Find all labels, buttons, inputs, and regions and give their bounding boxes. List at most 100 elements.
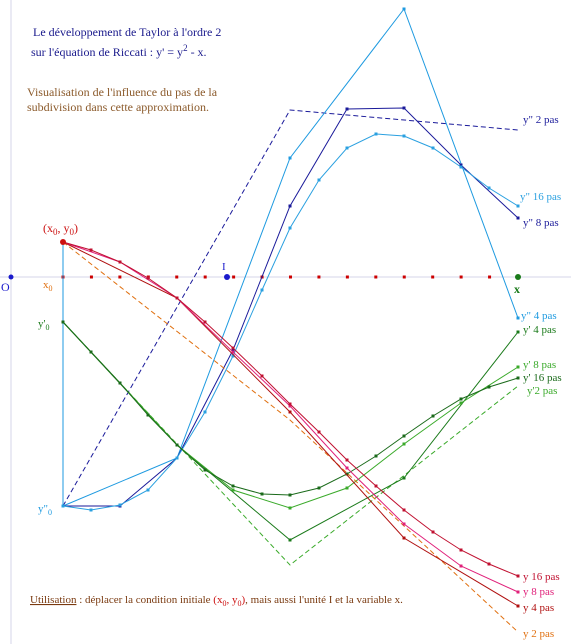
label-ypp-16: y" 16 pas: [520, 191, 561, 203]
yp-16-curve-node: [459, 397, 463, 401]
y-4-curve-node: [516, 604, 520, 608]
label-yp-4: y' 4 pas: [523, 324, 556, 336]
y-16-curve-node: [345, 458, 349, 462]
y-16-curve-node: [317, 430, 321, 434]
y-8-curve-node: [345, 466, 349, 470]
ypp-8-curve-node: [345, 107, 349, 111]
ypp-16-curve-node: [317, 178, 321, 182]
y-16-curve-node: [374, 484, 378, 488]
yp-8-curve-node: [231, 488, 235, 492]
ypp-16-curve-node: [175, 456, 179, 460]
ypp-16-curve-node: [146, 488, 150, 492]
yp-16-curve-node: [260, 492, 264, 496]
label-y-4: y 4 pas: [523, 602, 554, 614]
y-8-curve-node: [402, 522, 406, 526]
origin-point: [8, 274, 14, 280]
title-line-2: sur l'équation de Riccati : y' = y2 - x.: [31, 43, 207, 59]
ypp-8-curve-node: [402, 106, 406, 110]
ypp-16-curve-node: [203, 410, 207, 414]
y-8-curve-node: [288, 404, 292, 408]
x-axis-tick: [374, 275, 378, 279]
yp-16-curve-node: [317, 486, 321, 490]
yp-16-curve-node: [487, 385, 491, 389]
initial-condition-point[interactable]: [60, 239, 66, 245]
yp-16-curve-node: [288, 493, 292, 497]
ypp-16-curve-node: [431, 146, 435, 150]
y-16-curve-node: [89, 248, 93, 252]
ypp-16-curve-node: [345, 146, 349, 150]
y-16-curve-node: [175, 296, 179, 300]
ypp-16-curve-node: [118, 503, 122, 507]
x-variable-label: x: [514, 282, 520, 296]
y-8-curve-node: [231, 350, 235, 354]
x-axis-tick: [488, 275, 492, 279]
x-axis-tick: [317, 275, 321, 279]
yp-8-curve-node: [402, 442, 406, 446]
yp-16-curve-node: [89, 350, 93, 354]
x-axis-tick: [232, 275, 236, 279]
x-axis-tick: [89, 275, 93, 279]
ypp-4-curve: [62, 7, 519, 507]
label-ypp-2: y" 2 pas: [523, 114, 559, 126]
label-y-16: y 16 pas: [523, 571, 560, 583]
usage-instructions: Utilisation : déplacer la condition init…: [30, 594, 403, 608]
yp-16-curve-node: [402, 434, 406, 438]
x-axis-tick: [118, 275, 122, 279]
ypp-8-curve-node: [288, 204, 292, 208]
yp-4-curve-node: [402, 476, 406, 480]
label-y-8: y 8 pas: [523, 586, 554, 598]
yp-16-curve: [62, 321, 519, 496]
origin-label: O: [1, 280, 10, 294]
x-variable-point[interactable]: [515, 274, 521, 280]
ypp-16-curve-node: [260, 288, 264, 292]
yp-16-curve-node: [345, 472, 349, 476]
yp-16-curve-node: [175, 443, 179, 447]
yp-16-curve-node: [146, 413, 150, 417]
y0-prime-label: y'0: [38, 318, 49, 332]
y-16-curve-node: [402, 508, 406, 512]
subtitle-line-1: Visualisation de l'influence du pas de l…: [27, 85, 218, 99]
y-16-curve-node: [288, 402, 292, 406]
yp-16-curve-node: [374, 454, 378, 458]
x-axis-tick: [459, 275, 463, 279]
y-4-curve-node: [288, 410, 292, 414]
label-yp-8: y' 8 pas: [523, 359, 556, 371]
x-axis-tick: [175, 275, 179, 279]
y-4-curve: [62, 241, 519, 607]
ypp-8-curve-node: [231, 348, 235, 352]
x-axis-tick: [402, 275, 406, 279]
ypp-16-curve-node: [516, 204, 520, 208]
yp-16-curve-node: [231, 484, 235, 488]
yp-16-curve-node: [431, 414, 435, 418]
y0-second-label: y"0: [38, 503, 52, 517]
x-axis-tick: [203, 275, 207, 279]
yp-8-curve-node: [345, 486, 349, 490]
ypp-16-curve-node: [231, 354, 235, 358]
y-8-curve-node: [516, 590, 520, 594]
y-16-curve-node: [487, 562, 491, 566]
unit-point[interactable]: [224, 274, 230, 280]
label-y-2: y 2 pas: [523, 628, 554, 640]
ypp-2-curve: [62, 109, 519, 507]
title-line-1: Le développement de Taylor à l'ordre 2: [33, 25, 221, 39]
yp-8-curve: [62, 321, 519, 509]
yp-8-curve-node: [288, 506, 292, 510]
yp-16-curve-node: [516, 376, 520, 380]
ypp-4-curve-node: [288, 156, 292, 160]
y-16-curve-node: [516, 574, 520, 578]
ypp-8-curve-node: [459, 163, 463, 167]
y-4-curve-node: [402, 536, 406, 540]
yp-16-curve-node: [61, 320, 65, 324]
ypp-16-curve-node: [402, 134, 406, 138]
ypp-16-curve: [62, 133, 519, 511]
yp-4-curve-node: [516, 330, 520, 334]
yp-8-curve-node: [516, 365, 520, 369]
label-ypp-4: y" 4 pas: [521, 310, 557, 322]
ypp-4-curve-node: [516, 316, 520, 320]
label-yp-16: y' 16 pas: [523, 372, 562, 384]
yp-8-curve-node: [459, 401, 463, 405]
ypp-16-curve-node: [459, 165, 463, 169]
y-16-curve: [62, 241, 519, 577]
yp-2-curve: [62, 321, 519, 566]
